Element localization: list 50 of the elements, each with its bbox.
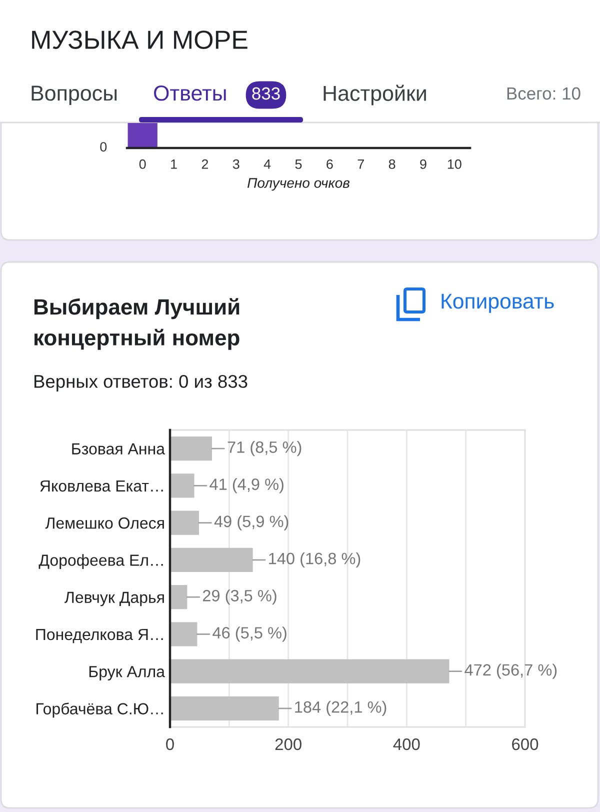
x-tick-label: 10 [448,159,462,169]
y-tick-label: Дорофеева Ел… [38,554,163,570]
bar [170,659,450,684]
data-label: 46 (5,5 %) [212,626,286,642]
bar [170,584,188,610]
x-tick-label: 200 [275,738,302,750]
x-tick-label: 3 [232,159,240,169]
x-tick-label: 2 [202,159,208,169]
x-tick-label: 6 [326,159,333,169]
text: 833 [252,87,280,100]
data-label: 41 (4,9 %) [210,478,284,494]
data-label: 71 (8,5 %) [228,440,302,456]
x-tick-label: 8 [388,159,396,169]
text: Ответы [154,86,226,101]
x-tick-label: 4 [264,159,271,169]
x-tick-label: 1 [171,159,177,169]
bar [170,548,253,572]
x-tick-label: 600 [512,738,538,750]
y-tick-label: Бзовая Анна [72,443,166,455]
y-tick-label: Левчук Дарья [64,592,164,606]
chart-subtitle: Верных ответов: 0 из 833 [34,374,248,392]
text: Всего: 10 [507,87,580,100]
chart-title: Выбираем Лучший концертный номер [34,298,240,350]
y-tick-label: Лемешко Олеся [45,517,164,529]
y-tick-label: Понеделкова Я… [36,628,163,644]
x-tick-label: 9 [420,159,426,169]
text: Настройки [324,84,426,106]
data-label: 184 (22,1 %) [295,700,386,716]
text: 0 [100,142,107,152]
y-tick-label: Горбачёва С.Ю… [36,702,163,718]
bar [170,622,198,646]
text: Копировать [442,294,554,313]
y-tick-label: Брук Алла [89,666,166,680]
x-tick-label: 7 [358,159,364,169]
x-tick-label: 0 [166,738,174,750]
text: Вопросы [32,86,117,106]
x-tick-label: 400 [393,738,420,750]
bar [170,436,212,461]
x-axis-title: Получено очков [247,178,350,191]
text: МУЗЫКА И МОРЕ [32,30,248,49]
bar [170,510,199,535]
data-label: 49 (5,9 %) [214,515,288,530]
data-label: 29 (3,5 %) [202,589,276,605]
y-tick-label: Яковлева Екат… [40,480,163,492]
bar [170,474,194,498]
x-tick-label: 5 [295,159,302,169]
data-label: 472 (56,7 %) [464,664,557,679]
data-label: 140 (16,8 %) [269,552,360,568]
x-tick-label: 0 [139,159,146,169]
bar [170,696,279,721]
